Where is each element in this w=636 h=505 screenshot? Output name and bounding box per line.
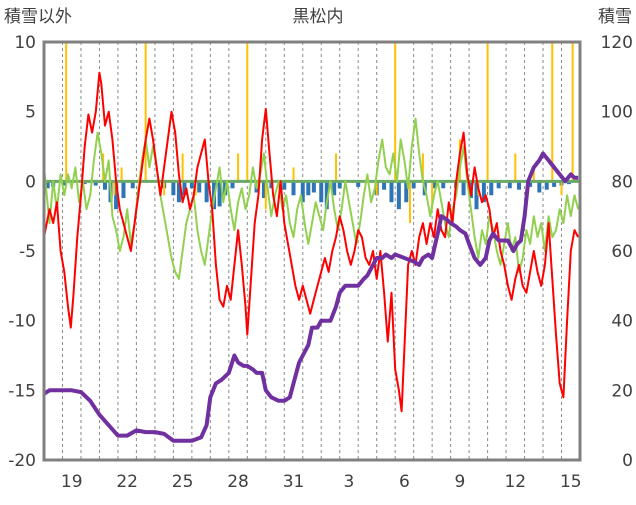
chart-title: 黒松内: [293, 7, 344, 27]
bar: [337, 181, 342, 189]
x-tick-label: 9: [454, 472, 465, 492]
x-tick-label: 31: [283, 472, 305, 492]
series-line-purple: [42, 151, 579, 443]
bar: [102, 181, 107, 190]
bar: [171, 181, 176, 196]
y-right-tick-label: 60: [611, 242, 633, 262]
bar: [45, 181, 50, 189]
bar: [441, 181, 446, 189]
bar: [130, 181, 135, 189]
y-left-tick-label: 10: [14, 33, 36, 53]
bar: [411, 181, 416, 189]
right-axis-label: 積雪: [598, 7, 632, 27]
left-axis-label: 積雪以外: [4, 7, 72, 27]
bar: [62, 181, 67, 186]
x-tick-label: 25: [172, 472, 194, 492]
x-tick-label: 28: [227, 472, 249, 492]
y-right-tick-label: 80: [611, 172, 633, 192]
series-line-green: [43, 117, 580, 280]
bar: [319, 181, 324, 203]
bar: [474, 181, 479, 210]
bar: [93, 181, 98, 186]
y-right-tick-label: 100: [601, 103, 633, 123]
bar: [300, 181, 305, 203]
bar: [481, 181, 486, 203]
y-left-tick-label: -10: [8, 312, 36, 332]
y-left-tick-label: -5: [19, 242, 36, 262]
bar: [507, 181, 512, 189]
bar: [121, 181, 126, 199]
bar: [389, 181, 394, 203]
y-left-tick-label: -20: [8, 451, 36, 471]
bar: [189, 181, 194, 189]
bar: [230, 181, 235, 189]
bar: [404, 181, 409, 203]
bar: [217, 181, 222, 207]
x-tick-label: 3: [344, 472, 355, 492]
bar: [517, 181, 522, 190]
bar: [114, 181, 119, 210]
y-left-tick-label: 5: [25, 103, 36, 123]
plot-frame: [42, 40, 582, 462]
bar: [356, 181, 361, 187]
bar: [182, 181, 187, 196]
line-series: [42, 71, 580, 443]
bar: [197, 181, 202, 193]
y-left-tick-label: 0: [25, 172, 36, 192]
x-tick-label: 6: [399, 472, 410, 492]
bar: [552, 181, 557, 187]
x-tick-label: 12: [504, 472, 526, 492]
bar: [431, 181, 436, 189]
bar: [332, 181, 337, 196]
x-tick-label: 15: [560, 472, 582, 492]
y-right-tick-label: 0: [622, 451, 633, 471]
bar: [306, 181, 311, 196]
bar: [528, 181, 533, 187]
bar: [496, 181, 501, 189]
bar: [544, 181, 549, 190]
bar: [261, 181, 266, 199]
y-left-tick-label: -15: [8, 381, 36, 401]
x-tick-label: 22: [116, 472, 138, 492]
bar: [489, 181, 494, 196]
bar: [461, 181, 466, 196]
bar: [176, 181, 181, 203]
bar: [282, 181, 287, 190]
y-right-tick-label: 20: [611, 381, 633, 401]
bar-series: [45, 181, 571, 210]
series-line-red: [43, 71, 580, 413]
bar: [324, 181, 329, 210]
gridlines: [61, 42, 563, 460]
y-right-tick-label: 40: [611, 312, 633, 332]
bar: [382, 181, 387, 190]
bar: [537, 181, 542, 193]
x-tick-label: 19: [61, 472, 83, 492]
bar: [204, 181, 209, 203]
y-right-tick-label: 120: [601, 33, 633, 53]
bar: [396, 181, 401, 210]
bar: [291, 181, 296, 196]
bar: [311, 181, 316, 193]
